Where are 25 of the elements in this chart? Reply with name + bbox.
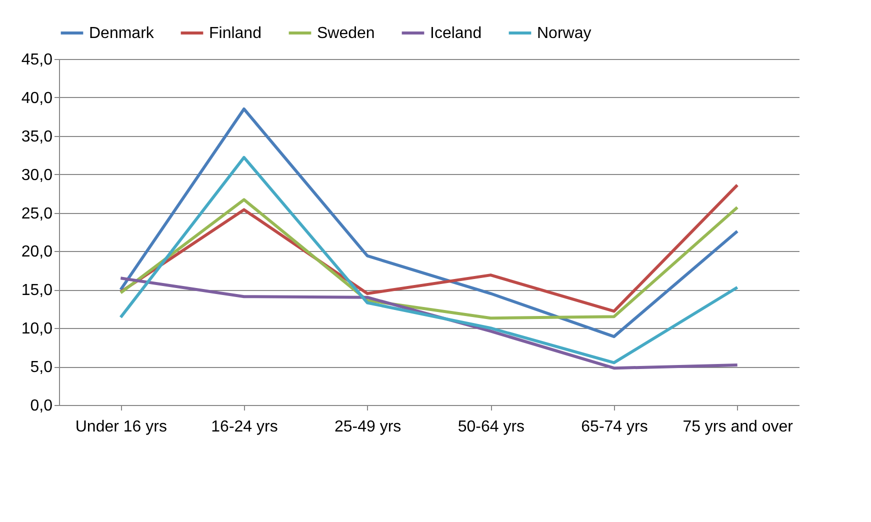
legend-label: Iceland [430, 25, 482, 42]
y-tick-label: 45,0 [21, 52, 53, 68]
x-tick-label: 75 yrs and over [682, 418, 794, 436]
line-series [119, 276, 739, 370]
y-tick-label: 30,0 [21, 166, 53, 184]
legend-label: Finland [209, 25, 262, 42]
y-tick-label: 20,0 [21, 244, 53, 261]
y-tick-label: 35,0 [21, 128, 53, 146]
legend-label: Norway [537, 25, 592, 42]
y-tick-label: 5,0 [30, 359, 53, 376]
x-tick-label: 65-74 yrs [581, 418, 648, 436]
legend-label: Denmark [89, 25, 155, 42]
y-tick-label: 15,0 [21, 282, 53, 300]
x-tick-label: 16-24 yrs [211, 418, 278, 436]
x-tick-label: Under 16 yrs [75, 418, 167, 436]
y-tick-label: 40,0 [21, 90, 53, 107]
y-tick-label: 10,0 [21, 320, 53, 338]
line-series [119, 156, 739, 364]
y-tick-label: 0,0 [30, 398, 53, 414]
line-series [119, 198, 739, 320]
legend-label: Sweden [317, 25, 375, 42]
y-tick-label: 25,0 [21, 205, 53, 222]
line-series [119, 107, 739, 338]
x-tick-label: 50-64 yrs [458, 418, 525, 436]
x-tick-label: 25-49 yrs [334, 418, 402, 436]
